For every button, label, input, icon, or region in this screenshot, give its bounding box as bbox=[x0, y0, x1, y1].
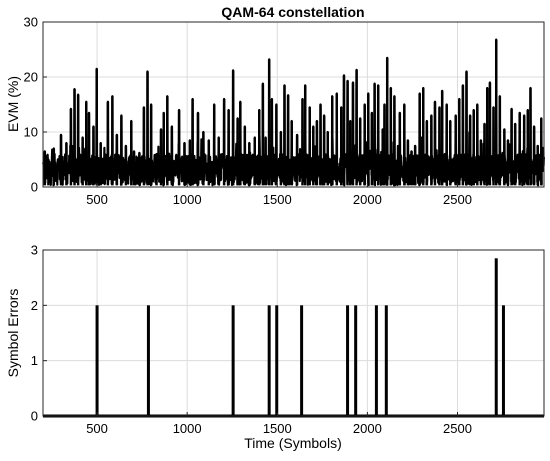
errors-x-tick-label: 1000 bbox=[173, 421, 202, 436]
errors-y-tick-label: 2 bbox=[31, 298, 38, 313]
evm-y-tick-label: 30 bbox=[24, 15, 38, 30]
evm-tick-labels: 500 1000 1500 2000 2500 0 10 20 30 bbox=[24, 15, 472, 208]
evm-x-tick-label: 1000 bbox=[173, 192, 202, 207]
evm-y-tick-label: 20 bbox=[24, 70, 38, 85]
evm-y-axis-label: EVM (%) bbox=[5, 76, 21, 132]
errors-x-tick-label: 2500 bbox=[443, 421, 472, 436]
evm-trace bbox=[42, 38, 545, 187]
symbol-error-spike bbox=[95, 305, 99, 416]
x-axis-label: Time (Symbols) bbox=[244, 435, 342, 451]
symbol-error-spike bbox=[494, 258, 498, 416]
evm-x-tick-label: 2500 bbox=[443, 192, 472, 207]
evm-x-tick-label: 2000 bbox=[353, 192, 382, 207]
symbol-error-spike bbox=[501, 305, 505, 416]
errors-axes-box bbox=[43, 250, 544, 416]
errors-y-axis-label: Symbol Errors bbox=[5, 289, 21, 378]
errors-y-tick-label: 3 bbox=[31, 243, 38, 258]
symbol-error-spike bbox=[346, 305, 350, 416]
evm-y-tick-label: 10 bbox=[24, 125, 38, 140]
evm-panel: 500 1000 1500 2000 2500 0 10 20 30 QAM-64 conste… bbox=[5, 4, 545, 208]
errors-axes-frame bbox=[42, 249, 545, 417]
symbol-error-spike bbox=[146, 305, 150, 416]
chart-title: QAM-64 constellation bbox=[221, 4, 364, 20]
errors-x-tick-label: 2000 bbox=[353, 421, 382, 436]
symbol-error-spike bbox=[275, 305, 279, 416]
symbol-error-spike bbox=[267, 305, 271, 416]
symbol-error-spike bbox=[231, 305, 235, 416]
symbol-error-spike bbox=[384, 305, 388, 416]
errors-y-tick-label: 0 bbox=[31, 409, 38, 424]
symbol-error-spike bbox=[300, 305, 304, 416]
errors-tick-labels: 500 1000 1500 2000 2500 0 1 2 3 bbox=[31, 243, 472, 437]
errors-y-tick-label: 1 bbox=[31, 353, 38, 368]
evm-axes-frame bbox=[42, 21, 545, 188]
symbol-errors-panel: 500 1000 1500 2000 2500 0 1 2 3 Symbol Errors Ti… bbox=[5, 243, 545, 451]
evm-x-tick-label: 500 bbox=[86, 192, 108, 207]
symbol-error-spike bbox=[374, 305, 378, 416]
evm-x-tick-label: 1500 bbox=[263, 192, 292, 207]
evm-y-tick-label: 0 bbox=[31, 180, 38, 195]
errors-x-tick-label: 1500 bbox=[263, 421, 292, 436]
errors-x-tick-label: 500 bbox=[86, 421, 108, 436]
symbol-error-spike bbox=[354, 305, 358, 416]
